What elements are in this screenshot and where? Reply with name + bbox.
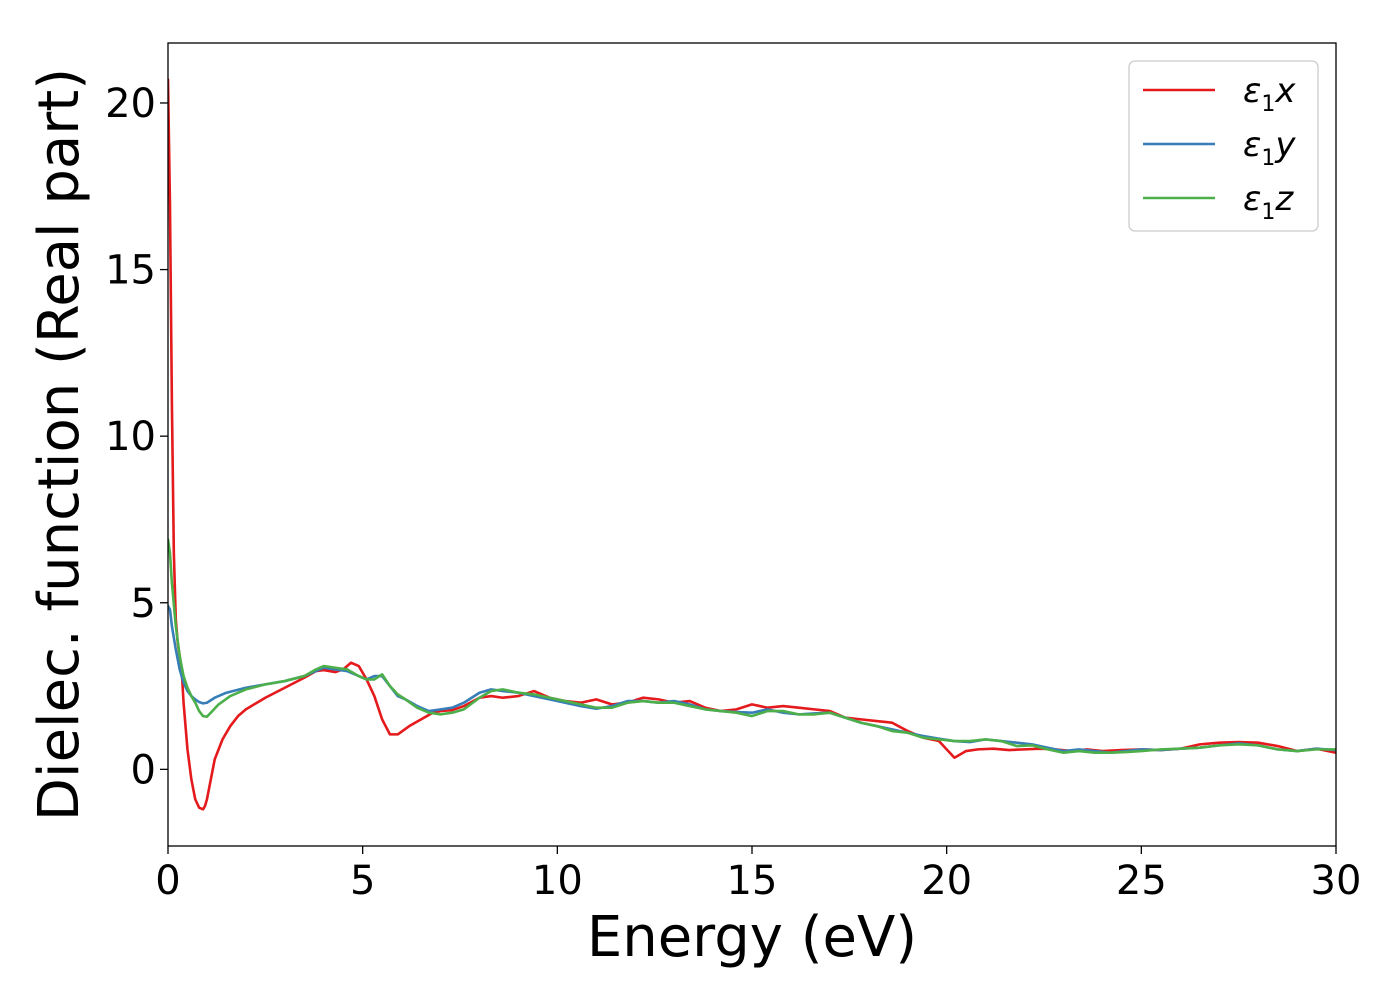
x-tick-label: 15	[727, 858, 778, 904]
legend-label: ε1y	[1243, 125, 1296, 171]
legend-label: ε1x	[1243, 71, 1296, 117]
y-tick-label: 10	[105, 414, 156, 460]
y-tick-label: 20	[105, 81, 156, 127]
x-axis: 0 5 10 15 20 25 30	[155, 846, 1361, 904]
legend-box	[1128, 60, 1319, 232]
x-tick-label: 20	[921, 858, 972, 904]
y-axis-label: Dielec. function (Real part)	[27, 68, 92, 821]
x-axis-label: Energy (eV)	[587, 905, 917, 970]
y-axis: 0 5 10 15 20	[105, 81, 168, 793]
y-tick-label: 5	[131, 581, 156, 627]
y-tick-label: 15	[105, 248, 156, 294]
series-layer	[168, 78, 1336, 811]
legend: ε1x ε1y ε1z	[1128, 60, 1319, 232]
x-tick-label: 25	[1116, 858, 1167, 904]
x-tick-label: 30	[1311, 858, 1362, 904]
x-tick-label: 0	[155, 858, 180, 904]
x-tick-label: 10	[532, 858, 583, 904]
x-tick-label: 5	[350, 858, 375, 904]
y-tick-label: 0	[131, 747, 156, 793]
series-line-z	[168, 538, 1336, 755]
legend-label: ε1z	[1243, 179, 1294, 225]
